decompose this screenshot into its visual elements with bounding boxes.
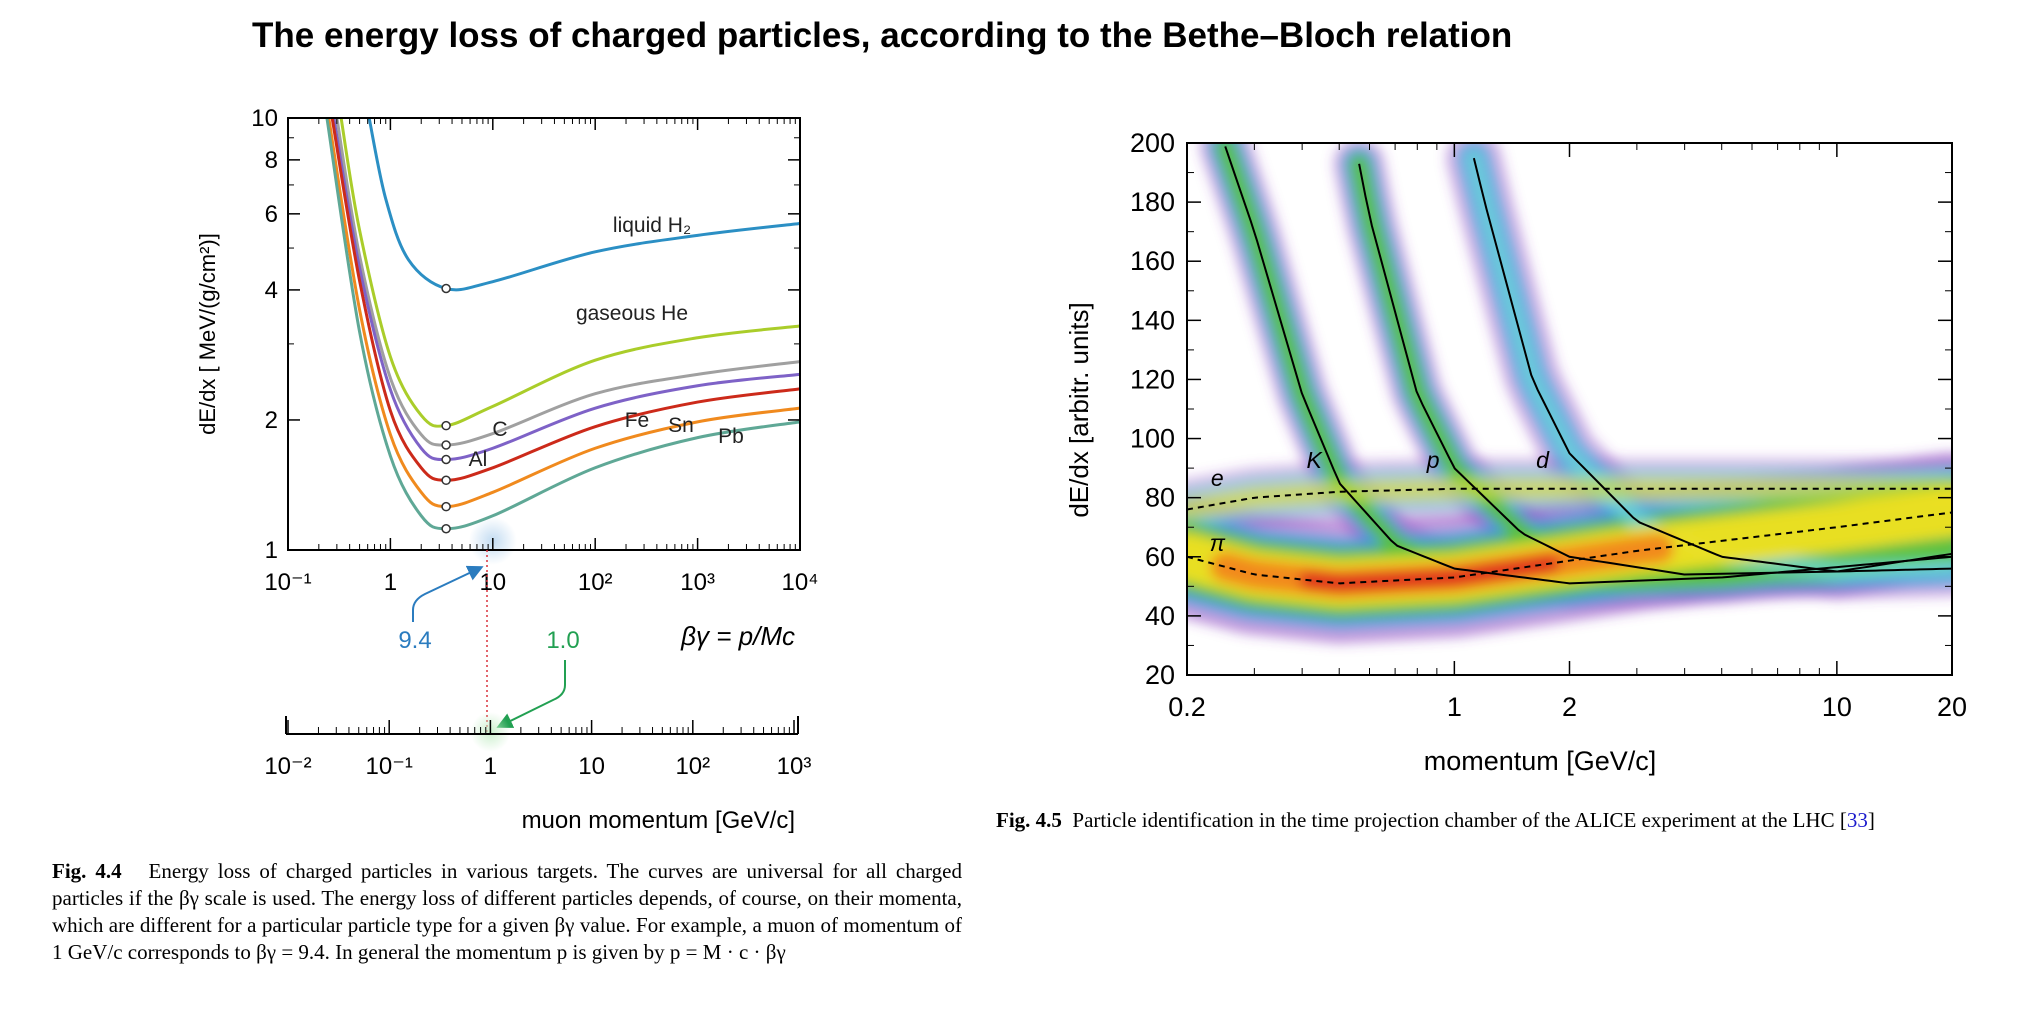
fig44-xtick-label: 1 xyxy=(384,569,397,596)
fig44-chart: 10⁻¹ 1 10 10² 10³ 10⁴ 1 2 4 6 8 10 liquid H₂ gaseous… xyxy=(195,105,819,834)
fig45-ytick-label: 140 xyxy=(1130,305,1175,335)
fig45-caption: Fig. 4.5 Particle identification in the … xyxy=(996,807,2036,834)
fig45-curve-e xyxy=(1187,487,1952,511)
fig44-series-label-4: Fe xyxy=(625,409,650,432)
fig44-muon-label: muon momentum [GeV/c] xyxy=(522,807,795,834)
fig44-ytick-label: 1 xyxy=(265,537,278,564)
fig45-ylabel: dE/dx [arbitr. units] xyxy=(1064,302,1094,517)
fig44-min-point-2 xyxy=(441,440,451,450)
fig45-band-label: d xyxy=(1536,447,1550,473)
fig45-ytick-label: 120 xyxy=(1130,364,1175,394)
fig45-caption-end: ] xyxy=(1867,808,1875,832)
fig45-xtick-label: 20 xyxy=(1937,692,1967,722)
fig44-xtick-label: 10³ xyxy=(680,569,715,596)
fig45-caption-text: Particle identification in the time proj… xyxy=(1072,808,1847,832)
fig44-min-point-3 xyxy=(441,454,451,465)
fig45-ytick-label: 60 xyxy=(1145,542,1175,572)
fig44-muon-tick-label: 10² xyxy=(675,753,710,780)
fig44-series-label-2: C xyxy=(492,418,507,441)
fig45-xlabel: momentum [GeV/c] xyxy=(1424,746,1657,776)
fig45-ytick-label: 40 xyxy=(1145,601,1175,631)
fig44-xtick-label: 10² xyxy=(578,569,613,596)
fig45-ytick-label: 20 xyxy=(1145,660,1175,690)
fig44-muon-tick-label: 10 xyxy=(578,753,605,780)
fig44-caption-text: Energy loss of charged particles in vari… xyxy=(52,859,962,964)
fig45-ytick-label: 80 xyxy=(1145,483,1175,513)
fig44-series-label-6: Pb xyxy=(718,425,744,448)
fig44-min-point-6 xyxy=(441,523,451,534)
fig45-curve-p xyxy=(1358,163,1952,576)
fig44-curve-5 xyxy=(327,117,801,509)
fig44-annotation-bg: 9.4 xyxy=(398,627,431,654)
fig44-ytick-label: 8 xyxy=(265,147,278,174)
fig45-xtick-label: 10 xyxy=(1822,692,1852,722)
fig44-caption-label: Fig. 4.4 xyxy=(52,859,122,883)
fig45-ytick-label: 200 xyxy=(1130,128,1175,158)
fig45-band-label: e xyxy=(1211,465,1224,491)
fig44-series-label-5: Sn xyxy=(668,414,694,437)
fig45-band-label: K xyxy=(1306,447,1323,473)
fig44-caption: Fig. 4.4 Energy loss of charged particle… xyxy=(52,858,962,966)
fig44-min-point-5 xyxy=(441,501,451,512)
fig44-muon-tick-label: 10⁻² xyxy=(264,753,311,780)
fig44-min-point-0 xyxy=(441,283,451,294)
fig45-xtick-label: 2 xyxy=(1562,692,1577,722)
fig45-chart: 0.2 1 2 10 20 20 40 60 80 100 120 140 160 180 200 e π K p… xyxy=(1064,128,1967,776)
fig44-min-point-4 xyxy=(441,475,451,486)
fig44-ylabel: dE/dx [ MeV/(g/cm²)] xyxy=(195,233,220,435)
fig45-ytick-label: 160 xyxy=(1130,246,1175,276)
fig45-caption-label: Fig. 4.5 xyxy=(996,808,1062,832)
fig44-xlabel: βγ = p/Mc xyxy=(680,621,795,651)
fig45-xtick-label: 1 xyxy=(1447,692,1462,722)
fig45-xtick-label: 0.2 xyxy=(1168,692,1206,722)
fig44-muon-tick-label: 10⁻¹ xyxy=(366,753,413,780)
fig44-ytick-label: 6 xyxy=(265,201,278,228)
fig45-curve-π xyxy=(1187,511,1952,585)
fig45-caption-ref[interactable]: 33 xyxy=(1846,808,1868,832)
fig44-min-point-1 xyxy=(441,420,451,431)
fig45-ytick-label: 180 xyxy=(1130,187,1175,217)
fig44-series-label-0: liquid H₂ xyxy=(613,214,691,237)
fig44-muon-tick-label: 10³ xyxy=(777,753,812,780)
fig45-curve-K xyxy=(1224,146,1952,585)
fig44-ytick-label: 4 xyxy=(265,277,278,304)
fig44-annotation-p: 1.0 xyxy=(546,627,579,654)
fig45-curve-d xyxy=(1472,157,1952,573)
fig44-plot-frame xyxy=(287,117,801,551)
fig44-xtick-label: 10 xyxy=(479,569,506,596)
fig44-arrow-blue xyxy=(412,565,484,622)
fig44-xtick-label: 10⁴ xyxy=(781,569,818,596)
fig44-series-label-1: gaseous He xyxy=(576,302,688,325)
page-title: The energy loss of charged particles, ac… xyxy=(252,16,1513,55)
fig45-band-label: π xyxy=(1210,530,1226,556)
fig44-series-label-3: Al xyxy=(469,448,488,471)
fig45-band-label: p xyxy=(1426,447,1440,473)
fig44-arrow-green xyxy=(496,660,566,728)
fig44-muon-tick-label: 1 xyxy=(484,753,497,780)
fig44-ytick-label: 10 xyxy=(251,105,278,132)
fig44-curve-6 xyxy=(325,117,801,531)
fig44-ytick-label: 2 xyxy=(265,407,278,434)
fig44-xtick-label: 10⁻¹ xyxy=(264,569,311,596)
fig45-ytick-label: 100 xyxy=(1130,424,1175,454)
fig44-curve-0 xyxy=(367,117,801,292)
